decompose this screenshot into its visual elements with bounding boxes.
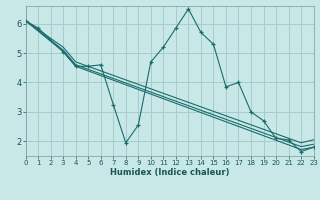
X-axis label: Humidex (Indice chaleur): Humidex (Indice chaleur)	[110, 168, 229, 177]
